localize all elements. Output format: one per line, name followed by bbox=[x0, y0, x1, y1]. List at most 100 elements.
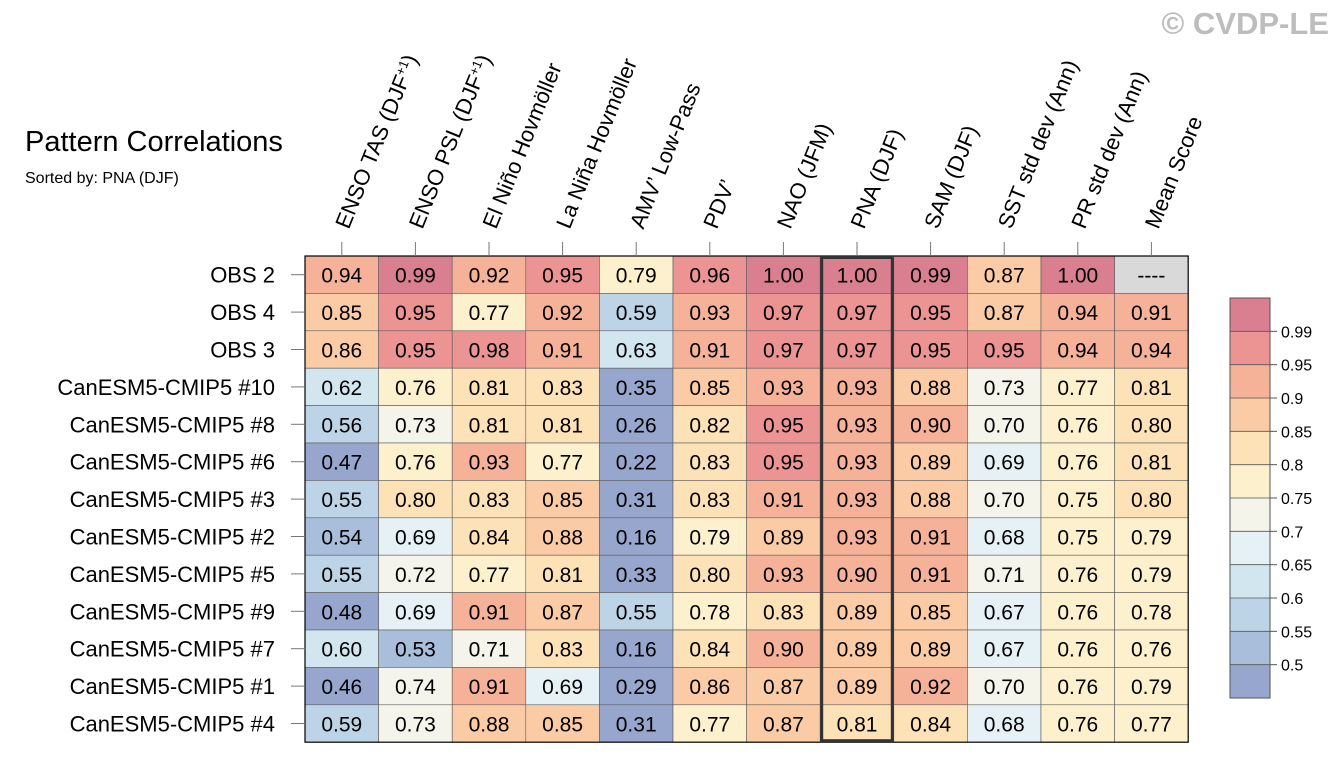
heatmap-cell bbox=[967, 592, 1042, 631]
column-label-part: PNA (DJF) bbox=[845, 125, 908, 232]
heatmap-cell bbox=[893, 480, 968, 519]
cell-value: 0.59 bbox=[616, 302, 657, 325]
column-label: ENSO PSL (DJF+1) bbox=[404, 51, 497, 232]
heatmap-cell bbox=[1114, 330, 1189, 369]
heatmap-cell bbox=[304, 667, 379, 706]
heatmap-cell bbox=[378, 592, 453, 631]
cell-value: 0.83 bbox=[689, 452, 730, 475]
cell-value: 0.55 bbox=[321, 564, 362, 587]
colorbar-bin bbox=[1230, 398, 1270, 432]
heatmap-cell bbox=[304, 293, 379, 332]
cell-value: 0.55 bbox=[616, 601, 657, 624]
cell-value: 0.99 bbox=[395, 265, 436, 288]
row-label: CanESM5-CMIP5 #7 bbox=[70, 637, 275, 662]
column-label: PDV’ bbox=[698, 176, 740, 232]
cell-value: 0.74 bbox=[395, 676, 436, 699]
cell-value: 0.93 bbox=[837, 414, 878, 437]
heatmap-cell bbox=[451, 554, 527, 593]
cell-value: 0.84 bbox=[689, 639, 730, 662]
cell-value: 0.16 bbox=[616, 639, 657, 662]
heatmap-cell bbox=[672, 367, 747, 406]
chart-subtitle: Sorted by: PNA (DJF) bbox=[25, 170, 179, 187]
cell-value: 0.89 bbox=[910, 639, 951, 662]
cell-value: 0.80 bbox=[395, 489, 436, 512]
cell-value: 0.95 bbox=[910, 340, 951, 363]
colorbar-bin bbox=[1230, 664, 1270, 698]
cell-value: 0.91 bbox=[1131, 302, 1172, 325]
heatmap-cell bbox=[525, 330, 600, 369]
cell-value: 0.70 bbox=[984, 676, 1025, 699]
cell-value: 0.94 bbox=[1057, 340, 1098, 363]
colorbar-tick-label: 0.75 bbox=[1281, 491, 1312, 508]
colorbar-bin bbox=[1230, 331, 1270, 365]
cell-value: 0.88 bbox=[542, 527, 583, 550]
cell-value: 0.85 bbox=[910, 601, 951, 624]
heatmap-cell bbox=[451, 704, 527, 743]
cell-value: 0.92 bbox=[910, 676, 951, 699]
cell-value: 0.93 bbox=[837, 527, 878, 550]
cell-value: 0.95 bbox=[763, 452, 804, 475]
heatmap-cell bbox=[1114, 480, 1189, 519]
heatmap-cell bbox=[672, 480, 747, 519]
cell-value: 1.00 bbox=[763, 265, 804, 288]
heatmap-cell bbox=[1040, 405, 1115, 444]
heatmap-cell bbox=[672, 554, 747, 593]
cell-value: 0.97 bbox=[837, 340, 878, 363]
heatmap-cell bbox=[525, 480, 600, 519]
heatmap-cell bbox=[525, 517, 600, 556]
cell-value: 0.47 bbox=[321, 452, 362, 475]
heatmap-cell bbox=[967, 667, 1042, 706]
cell-value: 0.35 bbox=[616, 377, 657, 400]
cell-value: 0.93 bbox=[763, 564, 804, 587]
heatmap-cell bbox=[672, 517, 747, 556]
cell-value: 0.91 bbox=[469, 676, 510, 699]
cell-value: 0.83 bbox=[763, 601, 804, 624]
cell-value: 0.91 bbox=[910, 527, 951, 550]
heatmap-cell bbox=[1114, 554, 1189, 593]
cell-value: 0.93 bbox=[689, 302, 730, 325]
heatmap-cell bbox=[304, 480, 379, 519]
cell-value: 0.80 bbox=[1131, 414, 1172, 437]
heatmap-cell bbox=[967, 554, 1042, 593]
cell-value: 0.86 bbox=[689, 676, 730, 699]
heatmap-cell bbox=[893, 704, 968, 743]
cell-value: 0.95 bbox=[395, 340, 436, 363]
colorbar-bin bbox=[1230, 631, 1270, 665]
superscript: +1 bbox=[392, 58, 411, 77]
heatmap-cell bbox=[1040, 629, 1115, 668]
heatmap-cell bbox=[304, 367, 379, 406]
colorbar-tick-label: 0.5 bbox=[1281, 658, 1303, 675]
heatmap-cell bbox=[599, 442, 674, 481]
heatmap-cell bbox=[378, 667, 453, 706]
heatmap-cell bbox=[599, 704, 674, 743]
heatmap-cell bbox=[451, 629, 527, 668]
colorbar-tick-label: 0.6 bbox=[1281, 591, 1303, 608]
cell-value: 0.26 bbox=[616, 414, 657, 437]
heatmap-cell bbox=[599, 293, 674, 332]
cell-value: 0.77 bbox=[542, 452, 583, 475]
cell-value: 0.93 bbox=[763, 377, 804, 400]
row-label: CanESM5-CMIP5 #3 bbox=[70, 487, 275, 512]
heatmap-cell bbox=[304, 405, 379, 444]
cell-value: 0.77 bbox=[469, 302, 510, 325]
cell-value: 0.63 bbox=[616, 340, 657, 363]
colorbar-tick-label: 0.9 bbox=[1281, 391, 1303, 408]
cell-value: 0.81 bbox=[542, 414, 583, 437]
heatmap-cell bbox=[746, 629, 821, 668]
heatmap-cell bbox=[893, 592, 968, 631]
cell-value: 0.70 bbox=[984, 414, 1025, 437]
heatmap-cell bbox=[599, 592, 674, 631]
cell-value: 0.93 bbox=[837, 452, 878, 475]
heatmap-cell bbox=[1114, 255, 1189, 294]
heatmap-cell bbox=[304, 330, 379, 369]
column-label-part: Mean Score bbox=[1140, 113, 1208, 232]
colorbar-tick-label: 0.99 bbox=[1281, 324, 1312, 341]
column-label: PNA (DJF) bbox=[845, 125, 908, 232]
heatmap-cell bbox=[378, 704, 453, 743]
cell-value: 0.84 bbox=[910, 714, 951, 737]
cell-value: 0.81 bbox=[469, 414, 510, 437]
heatmap-cell bbox=[525, 554, 600, 593]
heatmap-cell bbox=[451, 592, 527, 631]
cell-value: 0.87 bbox=[763, 714, 804, 737]
